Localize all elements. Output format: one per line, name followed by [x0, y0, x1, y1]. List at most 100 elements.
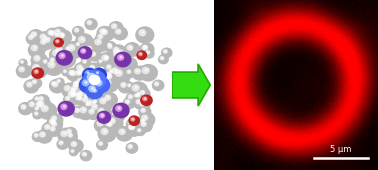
Circle shape: [73, 81, 79, 87]
Circle shape: [91, 100, 99, 107]
Circle shape: [74, 108, 79, 113]
Circle shape: [142, 115, 148, 121]
Circle shape: [61, 54, 68, 60]
Circle shape: [85, 19, 97, 30]
Circle shape: [126, 93, 138, 103]
Circle shape: [35, 97, 39, 100]
Circle shape: [68, 69, 82, 81]
Circle shape: [142, 120, 143, 121]
Circle shape: [107, 65, 111, 69]
Circle shape: [24, 80, 39, 93]
Circle shape: [92, 99, 100, 106]
Circle shape: [86, 103, 89, 106]
Circle shape: [37, 130, 52, 143]
Circle shape: [97, 77, 111, 89]
Circle shape: [78, 72, 80, 73]
Circle shape: [73, 72, 74, 74]
Circle shape: [71, 142, 77, 147]
Circle shape: [21, 105, 26, 109]
Circle shape: [50, 79, 65, 93]
Circle shape: [101, 129, 108, 135]
Circle shape: [81, 58, 91, 67]
Circle shape: [29, 83, 31, 85]
Circle shape: [94, 92, 105, 102]
Circle shape: [55, 52, 58, 54]
Circle shape: [97, 41, 99, 43]
Circle shape: [84, 101, 94, 109]
Circle shape: [82, 109, 85, 111]
Circle shape: [93, 77, 110, 93]
Circle shape: [71, 80, 85, 92]
Circle shape: [110, 70, 112, 72]
Circle shape: [123, 84, 125, 86]
Circle shape: [132, 85, 139, 91]
Circle shape: [129, 125, 133, 129]
Circle shape: [141, 108, 146, 112]
Circle shape: [98, 34, 103, 39]
Circle shape: [94, 102, 95, 103]
Circle shape: [116, 114, 124, 121]
Circle shape: [143, 98, 144, 100]
Circle shape: [95, 39, 101, 45]
Circle shape: [92, 76, 98, 82]
Circle shape: [62, 35, 63, 36]
Circle shape: [52, 59, 53, 60]
Circle shape: [35, 107, 39, 110]
Circle shape: [108, 43, 111, 46]
Circle shape: [84, 44, 98, 57]
Circle shape: [128, 95, 133, 99]
Circle shape: [88, 83, 89, 84]
Circle shape: [40, 103, 42, 105]
Circle shape: [76, 83, 78, 85]
Circle shape: [57, 31, 59, 32]
Circle shape: [118, 58, 119, 59]
Circle shape: [36, 98, 38, 99]
Circle shape: [87, 81, 88, 83]
Circle shape: [79, 47, 91, 59]
Circle shape: [143, 46, 147, 49]
Circle shape: [53, 117, 55, 119]
Circle shape: [83, 97, 88, 102]
Circle shape: [129, 46, 131, 48]
Circle shape: [79, 66, 81, 68]
Circle shape: [39, 97, 43, 101]
Circle shape: [36, 71, 37, 72]
Circle shape: [37, 101, 44, 107]
Circle shape: [141, 95, 152, 105]
Circle shape: [34, 70, 39, 74]
Circle shape: [50, 81, 59, 88]
Circle shape: [115, 56, 125, 65]
Circle shape: [140, 90, 145, 94]
Circle shape: [64, 104, 65, 106]
Circle shape: [101, 115, 103, 116]
Circle shape: [74, 28, 79, 32]
Circle shape: [98, 59, 105, 66]
Circle shape: [41, 105, 48, 112]
Circle shape: [55, 29, 60, 34]
Circle shape: [52, 82, 58, 87]
Circle shape: [119, 129, 125, 134]
Circle shape: [139, 106, 151, 117]
Circle shape: [92, 84, 94, 85]
Circle shape: [42, 36, 44, 37]
Circle shape: [49, 57, 59, 65]
Circle shape: [68, 106, 71, 109]
Circle shape: [30, 36, 32, 38]
Circle shape: [113, 47, 119, 53]
Circle shape: [76, 109, 78, 111]
Circle shape: [84, 153, 85, 155]
Circle shape: [123, 98, 135, 109]
Circle shape: [64, 86, 70, 91]
Circle shape: [52, 122, 57, 126]
Circle shape: [74, 63, 89, 76]
Circle shape: [113, 25, 115, 27]
Circle shape: [32, 68, 43, 78]
Circle shape: [108, 75, 110, 77]
Circle shape: [44, 37, 50, 42]
Circle shape: [81, 68, 84, 71]
Circle shape: [94, 71, 100, 75]
Circle shape: [111, 120, 113, 122]
Circle shape: [76, 42, 79, 46]
Circle shape: [71, 93, 73, 95]
Circle shape: [81, 49, 86, 53]
